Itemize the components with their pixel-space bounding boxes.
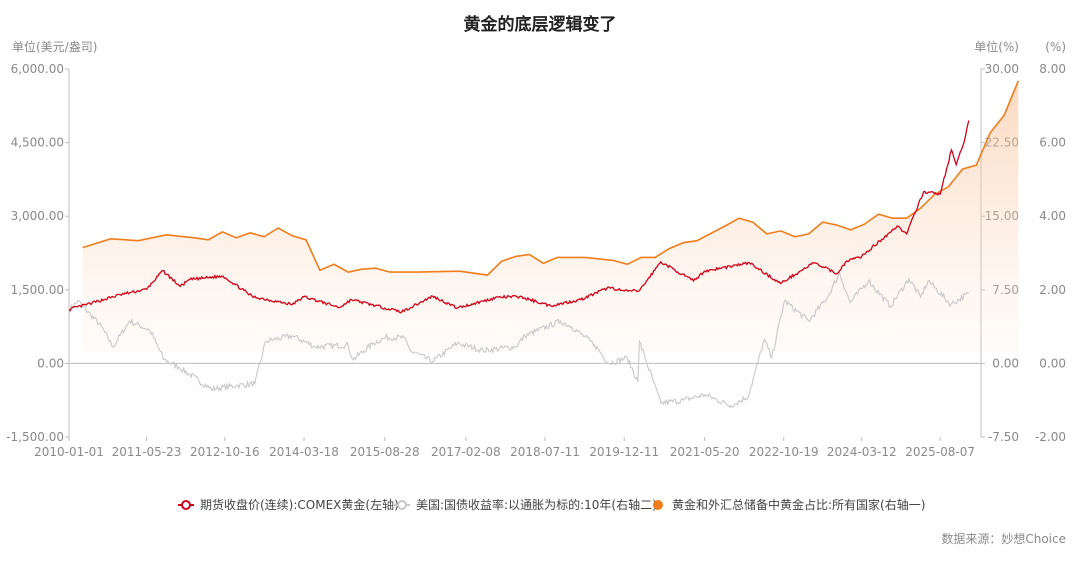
source-note: 数据来源：妙想Choice: [941, 531, 1066, 546]
gold-share-area: [82, 80, 1019, 352]
left-tick-label: 3,000.00: [11, 209, 64, 223]
right1-tick-label: -7.50: [988, 430, 1019, 444]
x-tick-label: 2012-10-16: [190, 445, 260, 459]
x-tick-label: 2021-05-20: [670, 445, 740, 459]
x-tick-label: 2017-02-08: [431, 445, 501, 459]
legend-marker: [397, 500, 407, 510]
x-tick-label: 2015-08-28: [350, 445, 420, 459]
x-tick-label: 2024-03-12: [827, 445, 897, 459]
left-tick-label: 0.00: [37, 356, 64, 370]
x-tick-label: 2019-12-11: [589, 445, 659, 459]
x-tick-label: 2018-07-11: [510, 445, 580, 459]
right2-tick-label: 0.00: [1039, 356, 1066, 370]
right1-tick-label: 0.00: [992, 356, 1019, 370]
right2-tick-label: 2.00: [1039, 283, 1066, 297]
right2-tick-label: 4.00: [1039, 209, 1066, 223]
legend-label: 美国:国债收益率:以通胀为标的:10年(右轴二): [416, 497, 657, 512]
left-axis-unit: 单位(美元/盎司): [12, 39, 97, 54]
legend-label: 黄金和外汇总储备中黄金占比:所有国家(右轴一): [672, 497, 925, 512]
right-axis-2-unit: (%): [1045, 40, 1066, 54]
right2-tick-label: 6.00: [1039, 136, 1066, 150]
comex-gold-line: [68, 120, 970, 314]
legend-marker: [181, 500, 191, 510]
right2-tick-label: -2.00: [1035, 430, 1066, 444]
tips-yield-line: [68, 271, 969, 409]
plot-area: [68, 80, 1020, 409]
right-axis-1-unit: 单位(%): [974, 39, 1019, 54]
x-tick-label: 2022-10-19: [749, 445, 819, 459]
legend-label: 期货收盘价(连续):COMEX黄金(左轴): [200, 497, 399, 512]
x-tick-label: 2025-08-07: [905, 445, 975, 459]
left-tick-label: 6,000.00: [11, 62, 64, 76]
x-tick-label: 2010-01-01: [34, 445, 104, 459]
chart-title: 黄金的底层逻辑变了: [464, 14, 617, 35]
right2-tick-label: 8.00: [1039, 62, 1066, 76]
legend: 期货收盘价(连续):COMEX黄金(左轴) 美国:国债收益率:以通胀为标的:10年…: [178, 497, 925, 512]
legend-marker: [653, 500, 663, 510]
left-tick-label: 1,500.00: [11, 283, 64, 297]
right1-tick-label: 30.00: [985, 62, 1019, 76]
x-tick-label: 2011-05-23: [112, 445, 182, 459]
gold-share-line: [82, 80, 1020, 276]
left-tick-label: -1,500.00: [6, 430, 64, 444]
x-tick-label: 2014-03-18: [269, 445, 339, 459]
left-tick-label: 4,500.00: [11, 136, 64, 150]
